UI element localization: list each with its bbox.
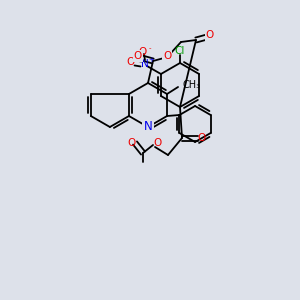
Text: O: O xyxy=(206,30,214,40)
Text: +: + xyxy=(148,57,154,63)
Text: O: O xyxy=(128,138,136,148)
Text: N: N xyxy=(144,121,152,134)
Text: -: - xyxy=(149,45,151,51)
Text: O: O xyxy=(127,57,135,67)
Text: CH₃: CH₃ xyxy=(182,80,200,90)
Text: O: O xyxy=(197,133,205,143)
Text: O: O xyxy=(153,138,161,148)
Text: N: N xyxy=(141,59,149,69)
Text: Cl: Cl xyxy=(175,46,185,56)
Text: O: O xyxy=(139,47,147,57)
Text: O: O xyxy=(134,51,142,61)
Text: O: O xyxy=(163,51,171,61)
